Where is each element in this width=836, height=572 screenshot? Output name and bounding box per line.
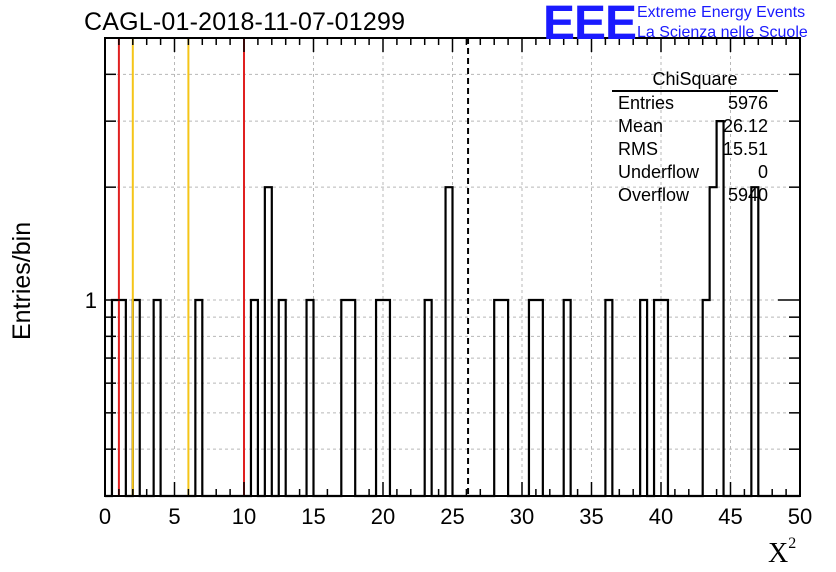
x-axis-label-base: X (768, 538, 789, 569)
reference-lines (117, 38, 470, 496)
stats-value: 0 (757, 162, 768, 182)
eee-logo: EEE (543, 0, 637, 50)
x-tick-label: 15 (301, 504, 325, 529)
x-axis-label: X2 (768, 534, 797, 570)
stats-row-entries: Entries 5976 (612, 92, 778, 115)
x-tick-label: 40 (649, 504, 673, 529)
stats-box: ChiSquare Entries 5976 Mean 26.12 RMS 15… (612, 68, 778, 207)
x-tick-label: 30 (510, 504, 534, 529)
eee-logo-line1: Extreme Energy Events (637, 4, 806, 21)
stats-label: Mean (618, 116, 664, 136)
stats-row-mean: Mean 26.12 (612, 115, 778, 138)
x-tick-label: 45 (718, 504, 742, 529)
stats-row-overflow: Overflow 5940 (612, 184, 778, 207)
stats-label: Underflow (618, 162, 700, 182)
stats-value: 26.12 (722, 116, 768, 136)
stats-title: ChiSquare (612, 68, 778, 92)
stats-label: Overflow (618, 185, 690, 205)
x-tick-label: 0 (99, 504, 111, 529)
stats-label: RMS (618, 139, 658, 159)
x-tick-label: 10 (232, 504, 256, 529)
eee-logo-line2: La Scienza nelle Scuole (637, 24, 808, 41)
grid (105, 38, 800, 496)
x-tick-label: 35 (579, 504, 603, 529)
y-axis-label: Entries/bin (8, 221, 36, 340)
x-tick-label: 5 (168, 504, 180, 529)
x-tick-label: 50 (788, 504, 812, 529)
x-tick-label: 20 (371, 504, 395, 529)
y-tick-label: 1 (85, 288, 97, 313)
axes: 0 5 10 15 20 25 30 35 40 45 50 1 (85, 37, 812, 529)
stats-value: 5976 (727, 93, 768, 113)
stats-row-rms: RMS 15.51 (612, 138, 778, 161)
stats-row-underflow: Underflow 0 (612, 161, 778, 184)
x-tick-label: 25 (440, 504, 464, 529)
chart-title: CAGL-01-2018-11-07-01299 (84, 8, 406, 36)
x-axis-label-sup: 2 (788, 534, 797, 552)
stats-value: 5940 (727, 185, 768, 205)
stats-value: 15.51 (722, 139, 768, 159)
stats-label: Entries (618, 93, 675, 113)
